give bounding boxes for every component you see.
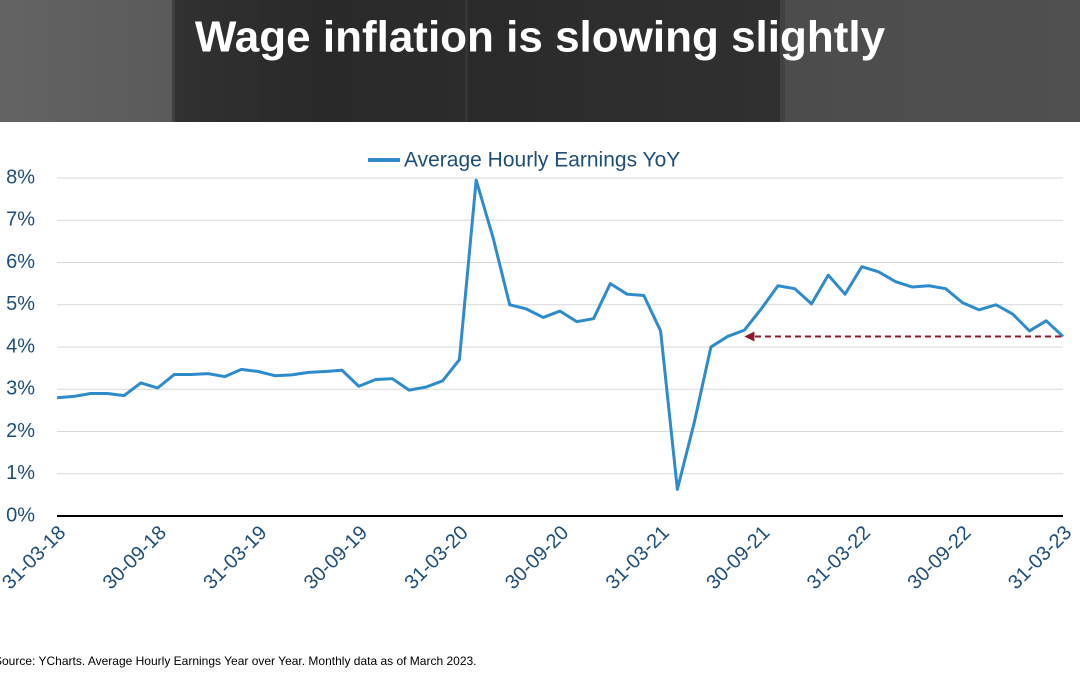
y-tick-label: 1% (6, 462, 35, 484)
y-tick-label: 5% (6, 293, 35, 315)
x-tick-label: 31-03-22 (803, 522, 875, 594)
y-tick-label: 7% (6, 209, 35, 231)
x-tick-label: 30-09-22 (904, 522, 976, 594)
title: Wage inflation is slowing slightly (195, 13, 886, 62)
y-tick-label: 0% (6, 504, 35, 526)
y-tick-label: 8% (6, 166, 35, 188)
legend-label: Average Hourly Earnings YoY (404, 149, 680, 172)
x-tick-label: 31-03-19 (199, 522, 271, 594)
x-tick-label: 30-09-21 (702, 522, 774, 594)
x-tick-label: 31-03-21 (602, 522, 674, 594)
x-tick-label: 31-03-23 (1004, 522, 1076, 594)
header-banner (0, 0, 1080, 122)
y-tick-label: 3% (6, 378, 35, 400)
annotation-arrowhead (744, 331, 755, 342)
x-tick-label: 31-03-18 (0, 522, 70, 594)
source-note: Source: YCharts. Average Hourly Earnings… (0, 654, 477, 668)
y-tick-label: 2% (6, 420, 35, 442)
y-tick-label: 6% (6, 251, 35, 273)
x-tick-label: 31-03-20 (401, 522, 473, 594)
y-tick-label: 4% (6, 335, 35, 357)
data-line (56, 178, 1065, 491)
x-tick-label: 30-09-20 (501, 522, 573, 594)
x-tick-label: 30-09-19 (300, 522, 372, 594)
x-tick-label: 30-09-18 (99, 522, 171, 594)
